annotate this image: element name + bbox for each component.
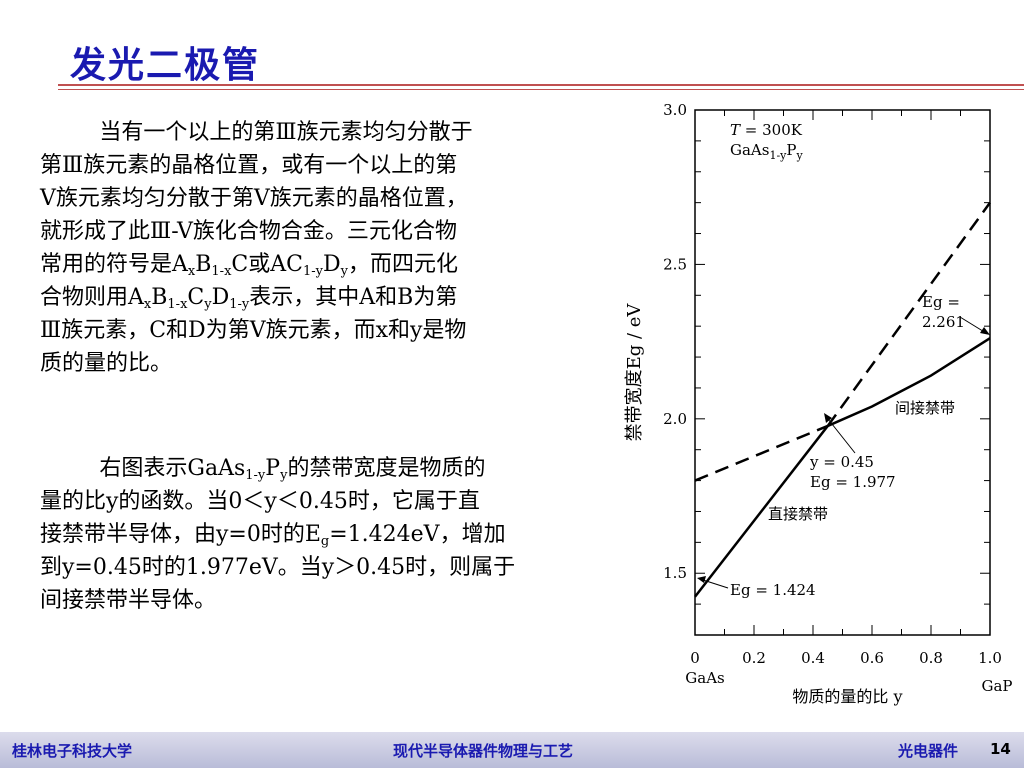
slide-title: 发光二极管 <box>70 45 261 86</box>
y-tick-label: 2.0 <box>663 410 687 428</box>
text-segment: B <box>151 285 168 310</box>
text-segment: 质的量的比。 <box>40 351 173 376</box>
subscript: x <box>143 297 152 312</box>
text-line: V族元素均匀分散于第V族元素的晶格位置， <box>40 182 600 215</box>
text-segment: 量的比y的函数。当0＜y＜0.45时，它属于直 <box>40 489 480 514</box>
x-tick-label: 0.6 <box>860 649 884 667</box>
subscript: g <box>320 534 330 549</box>
text-segment: 常用的符号是A <box>40 252 188 277</box>
subscript: 1-y <box>229 297 250 312</box>
x-tick-label: 0.8 <box>919 649 943 667</box>
text-line: 到y=0.45时的1.977eV。当y＞0.45时，则属于 <box>40 551 600 584</box>
footer-chapter: 光电器件 <box>898 742 959 760</box>
annotation-temperature: T = 300K <box>730 121 803 139</box>
text-segment: C <box>187 285 205 310</box>
text-line: 当有一个以上的第Ⅲ族元素均匀分散于 <box>40 116 600 149</box>
arrowhead <box>824 413 832 423</box>
text-line: Ⅲ族元素，C和D为第V族元素，而x和y是物 <box>40 314 600 347</box>
text-segment: 表示，其中A和B为第 <box>249 285 458 310</box>
y-tick-label: 1.5 <box>663 564 687 582</box>
annotation-eg-start: Eg = 1.424 <box>730 581 816 599</box>
text-segment: 右图表示GaAs <box>99 456 246 481</box>
text-segment: 就形成了此Ⅲ-V族化合物合金。三元化合物 <box>40 219 457 244</box>
x-end-label-right: GaP <box>981 677 1012 695</box>
text-segment: 接禁带半导体，由y=0时的E <box>40 522 321 547</box>
series-line-2 <box>826 201 992 427</box>
footer-course: 现代半导体器件物理与工艺 <box>393 742 574 760</box>
page-number: 14 <box>990 740 1011 758</box>
text-line: 质的量的比。 <box>40 347 600 380</box>
subscript: 1-y <box>302 264 323 279</box>
y-axis-label: 禁带宽度Eg / eV <box>624 303 645 442</box>
annotation-arrow <box>827 418 856 454</box>
text-segment: V族元素均匀分散于第V族元素的晶格位置， <box>40 186 468 211</box>
footer-bar <box>0 732 1024 768</box>
text-line: 间接禁带半导体。 <box>40 584 600 617</box>
y-tick-label: 2.5 <box>663 255 687 273</box>
text-segment: 当有一个以上的第Ⅲ族元素均匀分散于 <box>99 120 473 145</box>
series-line-3 <box>694 424 829 482</box>
x-tick-label: 0.2 <box>742 649 766 667</box>
paragraph-alloy-description: 当有一个以上的第Ⅲ族元素均匀分散于第Ⅲ族元素的晶格位置，或有一个以上的第 V族元素… <box>40 116 600 380</box>
series-line-1 <box>827 337 991 428</box>
subscript: 1-y <box>245 468 266 483</box>
text-segment: C或AC <box>231 252 303 277</box>
annotation-eg-gap: Eg = <box>922 293 960 311</box>
annotation-material: GaAs1-yPy <box>730 141 804 162</box>
text-segment: 到y=0.45时的1.977eV。当y＞0.45时，则属于 <box>40 555 516 580</box>
x-axis-label: 物质的量的比 y <box>792 687 902 706</box>
annotation-arrow <box>959 316 987 334</box>
text-line: 接禁带半导体，由y=0时的Eg=1.424eV，增加 <box>40 518 600 551</box>
arrowhead <box>697 576 706 583</box>
x-end-label-left: GaAs <box>685 669 724 687</box>
series-line-0 <box>694 425 829 598</box>
text-segment: 合物则用A <box>40 285 144 310</box>
annotation-crossover-y: y = 0.45 <box>809 453 874 471</box>
annotation-crossover-eg: Eg = 1.977 <box>810 473 896 491</box>
subscript: x <box>187 264 196 279</box>
arrowhead <box>980 327 990 335</box>
title-rule-thin <box>58 89 1024 90</box>
x-tick-label: 0.4 <box>801 649 825 667</box>
x-tick-label: 1.0 <box>978 649 1002 667</box>
annotation-indirect: 间接禁带 <box>895 399 955 417</box>
text-segment: 间接禁带半导体。 <box>40 588 217 613</box>
subscript: 1-x <box>167 297 188 312</box>
text-line: 量的比y的函数。当0＜y＜0.45时，它属于直 <box>40 485 600 518</box>
text-line: 就形成了此Ⅲ-V族化合物合金。三元化合物 <box>40 215 600 248</box>
text-segment: D <box>322 252 341 277</box>
x-tick-label: 0 <box>690 649 700 667</box>
text-segment: =1.424eV，增加 <box>329 522 506 547</box>
text-segment: D <box>211 285 230 310</box>
paragraph-chart-description: 右图表示GaAs1-yPy的禁带宽度是物质的量的比y的函数。当0＜y＜0.45时… <box>40 452 600 617</box>
text-segment: 第Ⅲ族元素的晶格位置，或有一个以上的第 <box>40 153 458 178</box>
annotation-eg-gap-value: 2.261 <box>922 313 965 331</box>
title-rule-thick <box>58 84 1024 86</box>
subscript: 1-x <box>211 264 232 279</box>
subscript: y <box>204 297 212 312</box>
text-line: 常用的符号是AxB1-xC或AC1-yDy，而四元化 <box>40 248 600 281</box>
text-line: 右图表示GaAs1-yPy的禁带宽度是物质的 <box>40 452 600 485</box>
text-segment: Ⅲ族元素，C和D为第V族元素，而x和y是物 <box>40 318 467 343</box>
text-segment: 的禁带宽度是物质的 <box>287 456 486 481</box>
footer-university: 桂林电子科技大学 <box>12 742 133 760</box>
text-line: 合物则用AxB1-xCyD1-y表示，其中A和B为第 <box>40 281 600 314</box>
text-segment: B <box>195 252 212 277</box>
subscript: y <box>340 264 348 279</box>
bandgap-chart: 1.5 2.0 2.5 3.0 0 0.2 0.4 0.6 0.8 1.0 GaAs GaP 物质的量的… <box>624 101 1013 706</box>
text-segment: P <box>265 456 281 481</box>
annotation-direct: 直接禁带 <box>768 505 828 523</box>
plot-frame <box>694 109 991 636</box>
subscript: y <box>280 468 288 483</box>
y-tick-label: 3.0 <box>663 101 687 119</box>
text-line: 第Ⅲ族元素的晶格位置，或有一个以上的第 <box>40 149 600 182</box>
text-segment: ，而四元化 <box>347 252 458 277</box>
